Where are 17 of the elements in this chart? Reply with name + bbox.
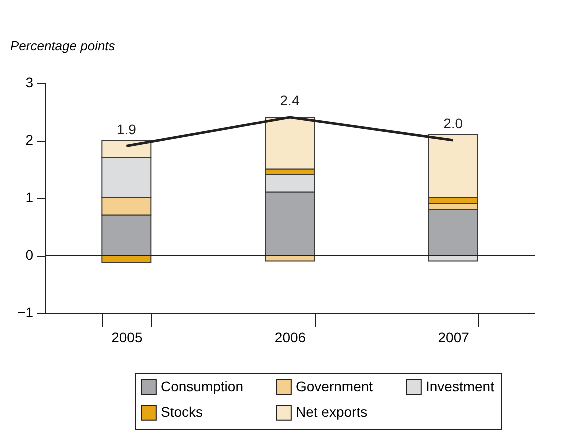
- data-label: 2.4: [280, 92, 300, 108]
- y-tick-label: 1: [26, 190, 34, 206]
- x-tick-label: 2005: [112, 330, 143, 346]
- data-label: 2.0: [444, 116, 464, 132]
- legend-label: Net exports: [296, 404, 368, 420]
- legend-label: Stocks: [161, 404, 204, 420]
- y-tick-label: 3: [26, 74, 34, 90]
- legend-label: Investment: [426, 378, 495, 394]
- x-tick-label: 2007: [438, 330, 470, 346]
- legend-label: Consumption: [161, 378, 244, 394]
- y-tick-label: 0: [26, 247, 34, 263]
- y-axis-title: Percentage points: [10, 38, 116, 54]
- x-tick-label: 2006: [274, 330, 306, 346]
- legend-label: Government: [296, 378, 374, 394]
- y-tick-label: −1: [18, 304, 34, 320]
- y-tick-label: 2: [26, 132, 34, 148]
- data-label: 1.9: [116, 121, 137, 138]
